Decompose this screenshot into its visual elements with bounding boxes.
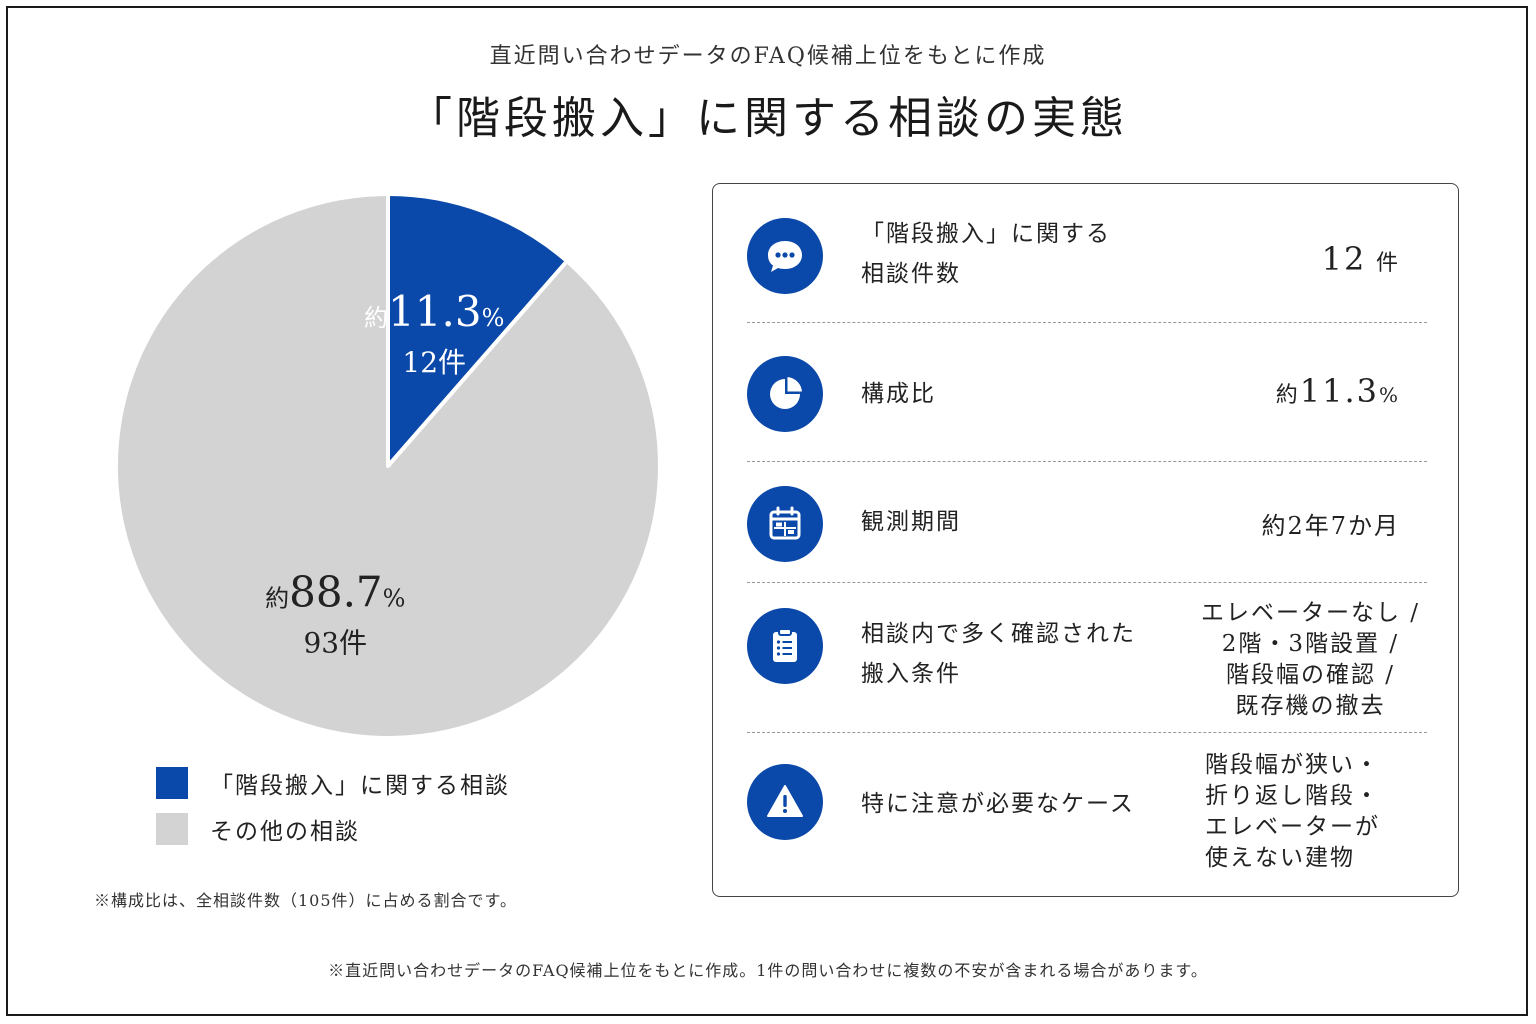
pie-percent-label: 約88.7%	[265, 567, 405, 616]
composition-ratio-unit: %	[1378, 383, 1400, 407]
composition-note: ※構成比は、全相談件数（105件）に占める割合です。	[94, 891, 517, 910]
legend-item-stairs: 「階段搬入」に関する相談	[156, 766, 510, 800]
composition-ratio-number: 11.3	[1299, 372, 1379, 410]
case-count-label-line-2: 相談件数	[861, 261, 961, 287]
conditions-value-line-3: 階段幅の確認 /	[1225, 662, 1395, 688]
pie-label-other: 約88.7% 93件	[265, 567, 405, 659]
pie-count-label: 12件	[402, 346, 466, 379]
footer-note: ※直近問い合わせデータのFAQ候補上位をもとに作成。1件の問い合わせに複数の不安…	[328, 961, 1208, 980]
pie-label-stairs: 約11.3% 12件	[364, 287, 504, 379]
pie-chart-icon	[747, 356, 823, 432]
legend-label-stairs: 「階段搬入」に関する相談	[210, 773, 510, 799]
summary-panel: 「階段搬入」に関する 相談件数 12 件 構成比 約11.3% 観測期間 約2年	[712, 183, 1459, 897]
conditions-label-line-2: 搬入条件	[861, 661, 961, 687]
pie-percent-label: 約11.3%	[364, 287, 504, 336]
case-count-value: 12 件	[1322, 240, 1400, 278]
composition-ratio-prefix: 約	[1275, 383, 1300, 408]
case-count-unit: 件	[1375, 251, 1400, 276]
case-count-label: 「階段搬入」に関する 相談件数	[861, 214, 1111, 294]
chat-bubble-icon	[747, 218, 823, 294]
conditions-value: エレベーターなし / 2階・3階設置 / 階段幅の確認 / 既存機の撤去	[1201, 598, 1420, 722]
caution-cases-value: 階段幅が狭い・ 折り返し階段・ エレベーターが 使えない建物	[1205, 750, 1380, 874]
caution-cases-value-line-1: 階段幅が狭い・	[1205, 752, 1380, 778]
caution-cases-value-line-4: 使えない建物	[1205, 845, 1355, 871]
caution-cases-value-line-3: エレベーターが	[1205, 814, 1380, 840]
observation-period-label: 観測期間	[861, 509, 961, 535]
row-divider	[747, 732, 1427, 733]
case-count-number: 12	[1321, 240, 1367, 278]
row-divider	[747, 582, 1427, 583]
conditions-value-line-4: 既存機の撤去	[1235, 693, 1386, 719]
calendar-icon	[747, 486, 823, 562]
clipboard-list-icon	[747, 608, 823, 684]
pie-slice-other	[114, 192, 662, 740]
legend-swatch-stairs	[156, 767, 188, 799]
page-title: 「階段搬入」に関する相談の実態	[408, 93, 1128, 144]
pie-slice-stairs	[386, 192, 569, 468]
composition-ratio-value: 約11.3%	[1276, 372, 1400, 410]
caution-cases-label: 特に注意が必要なケース	[861, 791, 1135, 817]
legend-label-other: その他の相談	[210, 819, 360, 845]
legend-item-other: その他の相談	[156, 812, 360, 846]
case-count-label-line-1: 「階段搬入」に関する	[861, 221, 1111, 247]
conditions-value-line-2: 2階・3階設置 /	[1221, 631, 1400, 657]
conditions-value-line-1: エレベーターなし /	[1200, 600, 1420, 626]
observation-period-value: 約2年7か月	[1261, 512, 1400, 540]
composition-ratio-label: 構成比	[861, 381, 936, 407]
row-divider	[747, 322, 1427, 323]
warning-icon	[747, 764, 823, 840]
row-divider	[747, 461, 1427, 462]
conditions-label-line-1: 相談内で多く確認された	[861, 621, 1136, 647]
page-subtitle: 直近問い合わせデータのFAQ候補上位をもとに作成	[489, 44, 1047, 69]
outer-frame	[6, 6, 1528, 1016]
legend-swatch-other	[156, 813, 188, 845]
conditions-label: 相談内で多く確認された 搬入条件	[861, 614, 1136, 694]
caution-cases-value-line-2: 折り返し階段・	[1205, 783, 1380, 809]
pie-count-label: 93件	[303, 626, 367, 659]
